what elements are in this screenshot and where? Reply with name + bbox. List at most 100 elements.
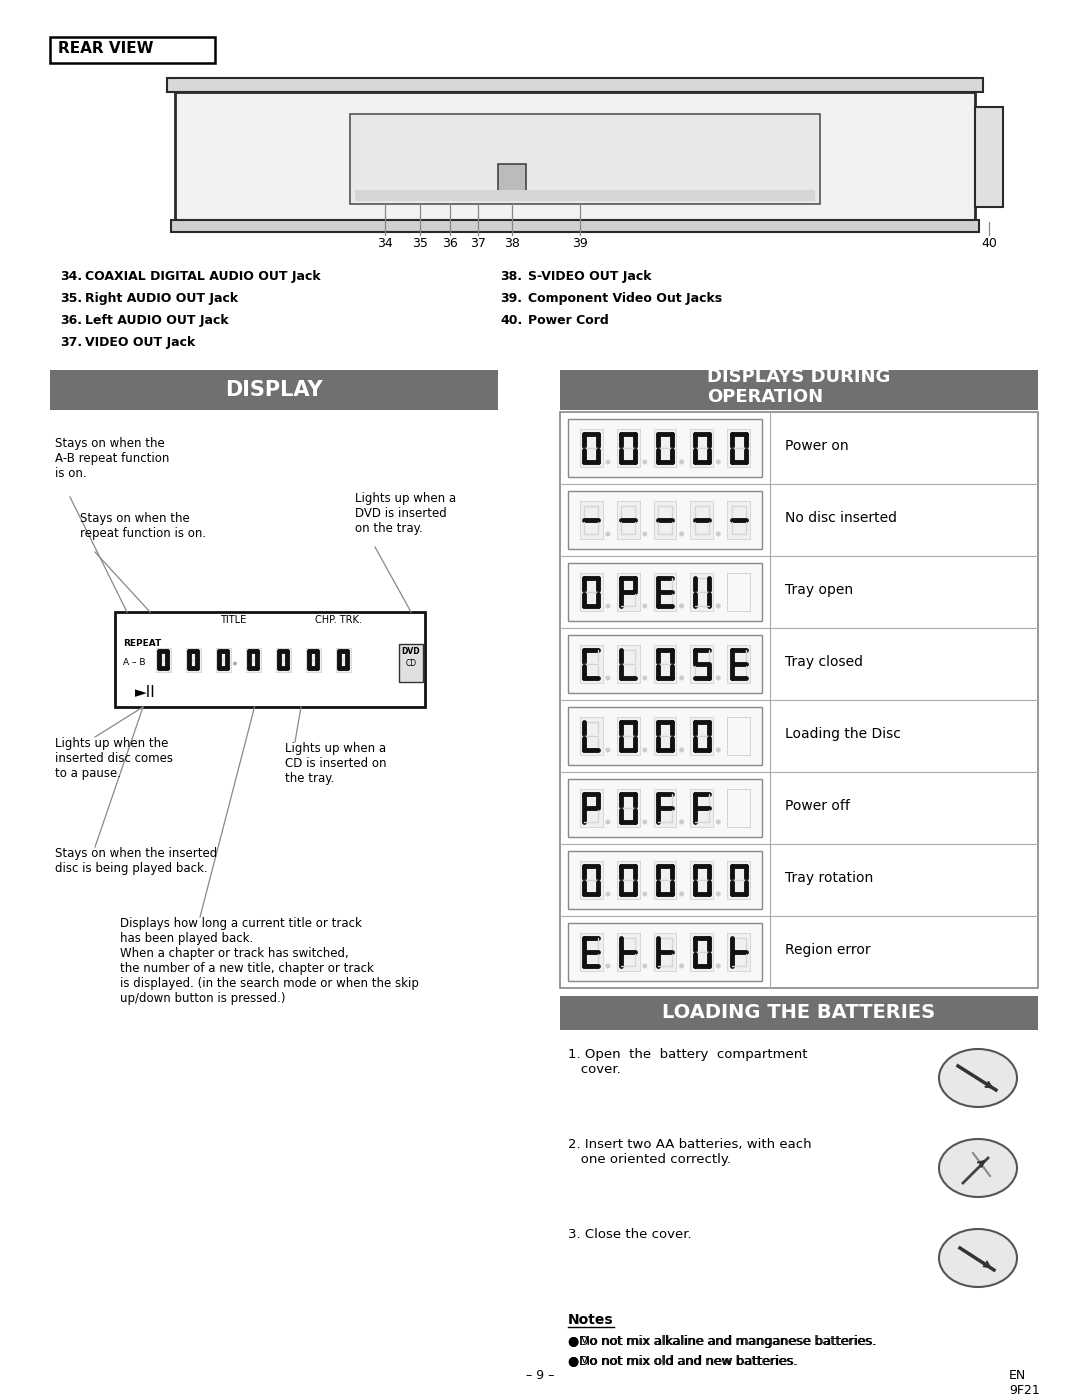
Circle shape [501,183,507,189]
Bar [568,780,762,837]
Bar [727,429,750,467]
Bar [727,573,750,610]
Circle shape [606,747,610,753]
Ellipse shape [939,1139,1017,1197]
Text: Stays on when the inserted
disc is being played back.: Stays on when the inserted disc is being… [55,847,217,875]
Bar [114,612,426,707]
Circle shape [543,142,567,166]
Bar [568,923,762,981]
Text: Left AUDIO OUT Jack: Left AUDIO OUT Jack [85,314,229,327]
Bar [727,789,750,827]
Circle shape [716,820,720,824]
Circle shape [445,149,455,159]
Bar [580,717,603,754]
Text: Tray closed: Tray closed [785,655,863,669]
Circle shape [606,820,610,824]
Bar [617,861,639,900]
Circle shape [679,460,684,464]
Bar [568,851,762,909]
Ellipse shape [939,1049,1017,1106]
Text: Tray rotation: Tray rotation [785,870,874,886]
Circle shape [600,149,610,159]
Text: Power Cord: Power Cord [528,314,609,327]
Bar [580,502,603,539]
Circle shape [643,891,647,897]
Text: DISPLAYS DURING
OPERATION: DISPLAYS DURING OPERATION [707,367,891,407]
Text: ●Mo not mix old and new batteries.: ●Mo not mix old and new batteries. [568,1354,798,1368]
Circle shape [415,149,426,159]
Bar [498,163,526,191]
Text: 39.: 39. [500,292,522,305]
Bar [690,573,713,610]
Bar [175,92,975,222]
Circle shape [643,460,647,464]
Text: Tray open: Tray open [785,583,853,597]
Circle shape [437,141,463,168]
Bar [580,429,603,467]
Circle shape [679,531,684,536]
Text: COAXIAL DIGITAL AUDIO OUT Jack: COAXIAL DIGITAL AUDIO OUT Jack [85,270,321,284]
Text: 36: 36 [442,237,458,250]
Circle shape [407,141,433,168]
Text: REAR VIEW: REAR VIEW [58,41,153,56]
Circle shape [515,176,521,182]
Text: Lights up when a
DVD is inserted
on the tray.: Lights up when a DVD is inserted on the … [355,492,456,535]
Circle shape [716,604,720,609]
Bar [167,78,983,92]
Bar [653,717,676,754]
Circle shape [679,964,684,968]
Circle shape [716,964,720,968]
Text: Component Video Out Jacks: Component Video Out Jacks [528,292,723,305]
Bar [690,933,713,971]
Circle shape [679,747,684,753]
Circle shape [606,676,610,680]
Circle shape [679,891,684,897]
Bar [727,789,750,827]
Bar [171,219,978,232]
Bar [568,563,762,622]
Bar [580,861,603,900]
Text: 38: 38 [504,237,519,250]
Text: 37.: 37. [60,337,82,349]
Text: Notes: Notes [568,1313,613,1327]
Text: LOADING THE BATTERIES: LOADING THE BATTERIES [662,1003,935,1023]
Text: 35.: 35. [60,292,82,305]
Bar [690,717,713,754]
Bar [568,419,762,476]
Circle shape [643,747,647,753]
Bar [568,707,762,766]
Text: ●Mo not mix alkaline and manganese batteries.: ●Mo not mix alkaline and manganese batte… [568,1336,877,1348]
Circle shape [679,820,684,824]
Text: 38.: 38. [500,270,522,284]
Circle shape [575,149,585,159]
Circle shape [643,964,647,968]
Text: REPEAT: REPEAT [123,638,161,648]
Circle shape [515,183,521,189]
Circle shape [716,676,720,680]
Bar [690,502,713,539]
Circle shape [465,141,491,168]
Circle shape [606,964,610,968]
Circle shape [789,80,800,89]
Text: ●Do not mix old and new batteries.: ●Do not mix old and new batteries. [568,1354,797,1368]
Bar [156,647,171,672]
Circle shape [550,149,561,159]
Circle shape [643,604,647,609]
Bar [727,573,750,610]
Bar [561,370,1038,409]
Bar [617,933,639,971]
Text: Power on: Power on [785,439,849,453]
Circle shape [473,149,483,159]
Circle shape [643,531,647,536]
Bar [617,789,639,827]
Bar [690,429,713,467]
Text: A – B: A – B [123,658,146,666]
Bar [690,789,713,827]
Text: Loading the Disc: Loading the Disc [785,726,901,740]
Text: 35: 35 [413,237,428,250]
Bar [617,573,639,610]
Bar [399,644,423,682]
Text: EN
9F21: EN 9F21 [1009,1369,1040,1397]
Text: 40: 40 [981,237,997,250]
Bar [975,108,1003,207]
